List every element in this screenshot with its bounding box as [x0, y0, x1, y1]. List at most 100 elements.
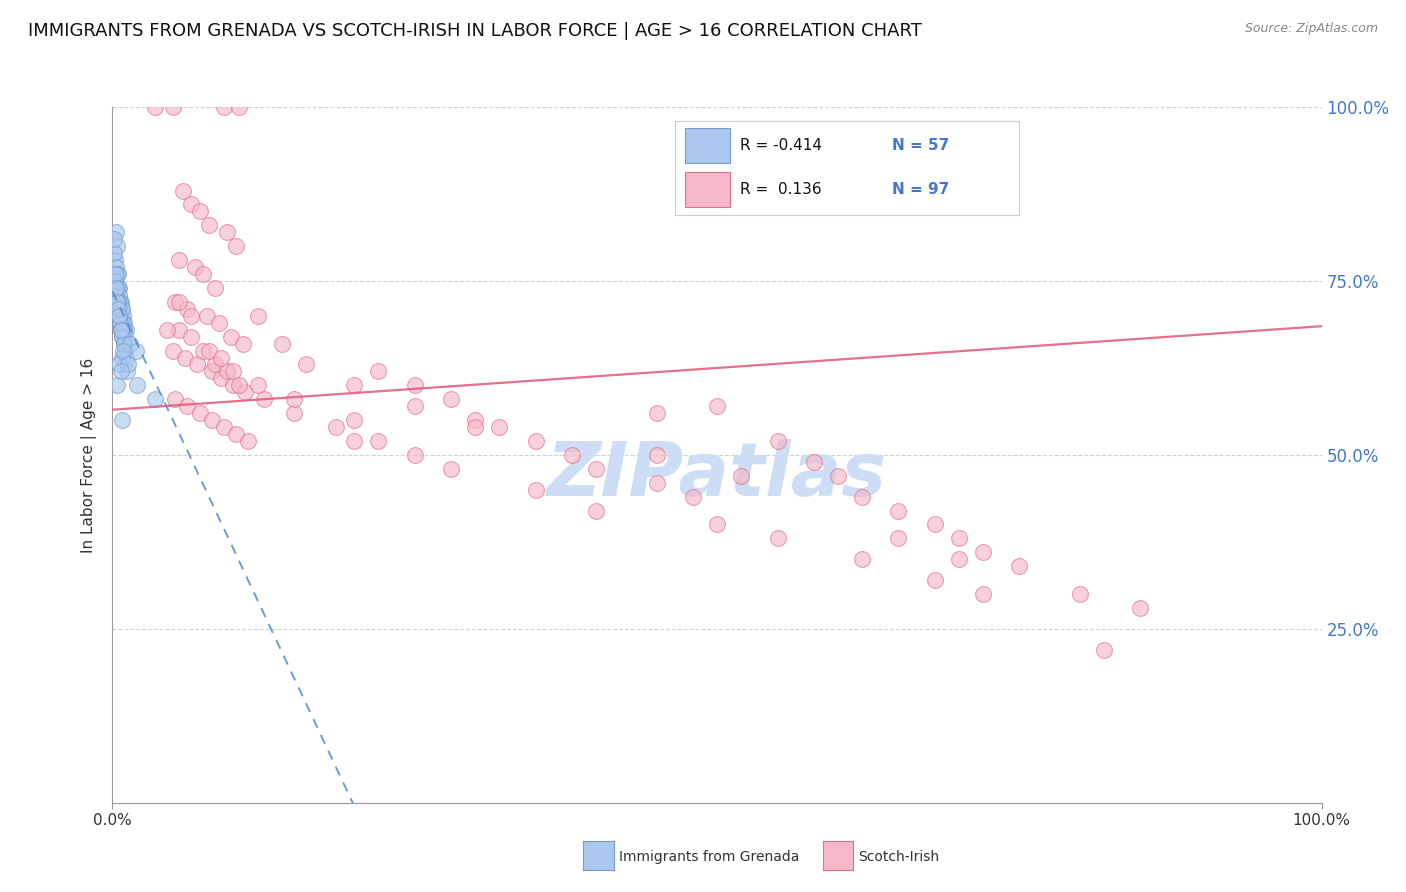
- Point: [283, 392, 305, 407]
- Point: [198, 219, 221, 233]
- Point: [105, 378, 128, 392]
- Point: [217, 225, 239, 239]
- Point: [111, 316, 134, 330]
- Point: [104, 260, 127, 274]
- Point: [209, 371, 232, 385]
- Point: [803, 455, 825, 469]
- Point: [143, 392, 166, 407]
- Point: [524, 434, 547, 448]
- Point: [645, 406, 668, 420]
- Point: [110, 323, 132, 337]
- Point: [108, 316, 131, 330]
- Point: [188, 406, 211, 420]
- Point: [1069, 587, 1091, 601]
- Point: [156, 323, 179, 337]
- Point: [167, 323, 190, 337]
- Point: [1129, 601, 1152, 615]
- Point: [110, 323, 132, 337]
- Point: [948, 532, 970, 546]
- Point: [236, 434, 259, 448]
- Point: [110, 294, 132, 309]
- Point: [167, 253, 190, 268]
- Point: [270, 336, 292, 351]
- Point: [108, 281, 131, 295]
- Point: [112, 309, 135, 323]
- Point: [174, 351, 197, 365]
- Point: [924, 517, 946, 532]
- Point: [851, 490, 873, 504]
- Point: [706, 399, 728, 413]
- Point: [232, 336, 254, 351]
- Point: [107, 294, 129, 309]
- Point: [105, 267, 128, 281]
- Point: [225, 239, 247, 253]
- Text: R = -0.414: R = -0.414: [740, 138, 823, 153]
- Point: [283, 406, 305, 420]
- Point: [246, 309, 269, 323]
- Point: [325, 420, 347, 434]
- Text: IMMIGRANTS FROM GRENADA VS SCOTCH-IRISH IN LABOR FORCE | AGE > 16 CORRELATION CH: IMMIGRANTS FROM GRENADA VS SCOTCH-IRISH …: [28, 22, 922, 40]
- Point: [367, 434, 389, 448]
- Point: [730, 468, 752, 483]
- Point: [104, 281, 127, 295]
- Point: [180, 309, 202, 323]
- Point: [114, 343, 136, 358]
- Point: [851, 552, 873, 566]
- Point: [585, 462, 607, 476]
- Point: [111, 329, 134, 343]
- Point: [183, 260, 205, 274]
- Text: Immigrants from Grenada: Immigrants from Grenada: [619, 850, 799, 864]
- Point: [107, 281, 129, 295]
- Point: [104, 274, 127, 288]
- Point: [209, 351, 232, 365]
- Text: ZIPatlas: ZIPatlas: [547, 439, 887, 512]
- Point: [367, 364, 389, 378]
- Point: [165, 392, 187, 407]
- Point: [112, 336, 135, 351]
- Point: [212, 100, 235, 114]
- Point: [107, 309, 129, 323]
- Point: [115, 351, 138, 365]
- Point: [107, 294, 129, 309]
- Point: [246, 378, 269, 392]
- Point: [107, 301, 129, 316]
- Point: [105, 239, 128, 253]
- Point: [1008, 559, 1031, 574]
- Point: [208, 316, 231, 330]
- Point: [235, 385, 257, 400]
- Point: [125, 343, 148, 358]
- Point: [198, 343, 221, 358]
- Point: [343, 434, 366, 448]
- Point: [253, 392, 276, 407]
- Point: [404, 378, 426, 392]
- Point: [110, 364, 132, 378]
- Point: [188, 204, 211, 219]
- Text: N = 97: N = 97: [891, 182, 949, 197]
- Point: [110, 323, 132, 337]
- Point: [228, 378, 250, 392]
- Point: [104, 267, 127, 281]
- Point: [114, 329, 136, 343]
- Point: [108, 309, 131, 323]
- Point: [766, 434, 789, 448]
- FancyBboxPatch shape: [685, 128, 730, 163]
- Point: [191, 267, 215, 281]
- Point: [191, 343, 215, 358]
- Point: [887, 503, 910, 517]
- Point: [195, 309, 218, 323]
- Point: [111, 413, 134, 427]
- Point: [972, 587, 994, 601]
- Point: [488, 420, 510, 434]
- Point: [104, 225, 127, 239]
- Point: [295, 358, 318, 372]
- Point: [219, 329, 242, 343]
- Text: R =  0.136: R = 0.136: [740, 182, 823, 197]
- Point: [212, 420, 235, 434]
- Point: [162, 343, 184, 358]
- Point: [105, 288, 128, 302]
- Point: [107, 309, 129, 323]
- Point: [167, 294, 190, 309]
- Point: [228, 100, 250, 114]
- Point: [404, 399, 426, 413]
- Point: [561, 448, 583, 462]
